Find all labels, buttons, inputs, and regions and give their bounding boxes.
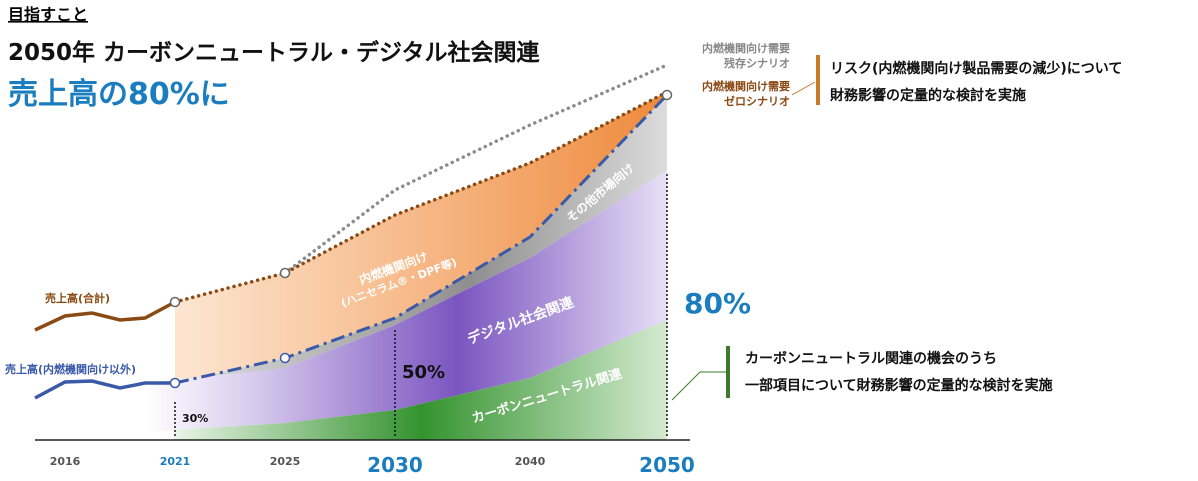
point: [661, 89, 673, 101]
year-label: 2025: [270, 455, 301, 468]
note: カーボンニュートラル関連の機会のうち: [745, 350, 997, 367]
areas: [145, 92, 667, 440]
area-carbon: [175, 320, 667, 440]
point: [279, 267, 291, 279]
area-digital: [145, 170, 667, 432]
title: 2050年 カーボンニュートラル・デジタル社会関連: [8, 39, 541, 66]
year-label: 2040: [515, 455, 546, 468]
point: [279, 352, 291, 364]
year-label: 2016: [50, 455, 81, 468]
scenario-label: 残存シナリオ: [724, 56, 790, 70]
point: [169, 296, 181, 308]
share-label: 80%: [684, 287, 751, 320]
share-label: 50%: [402, 362, 445, 383]
note-bar: [726, 346, 730, 398]
subtitle: 売上高の80%に: [8, 77, 230, 112]
note: リスク(内燃機関向け製品需要の減少)について: [830, 60, 1122, 77]
year-label: 2050: [639, 453, 695, 477]
area-ice: [175, 92, 667, 383]
connector: [671, 371, 726, 401]
line-label: 売上高(合計): [45, 291, 110, 305]
scenario-label: ゼロシナリオ: [724, 94, 790, 108]
note-bar: [816, 55, 820, 105]
line-total: [34, 300, 176, 332]
year-label: 2021: [160, 455, 191, 468]
note: 一部項目について財務影響の定量的な検討を実施: [745, 377, 1053, 394]
arrows: [174, 174, 668, 438]
line-label: 売上高(内燃機関向け以外): [5, 362, 136, 376]
connector: [791, 81, 816, 96]
year-label: 2030: [367, 453, 423, 477]
line-remain: [283, 63, 669, 275]
line-non-ice: [34, 379, 175, 400]
points: [169, 89, 673, 389]
point: [169, 377, 181, 389]
note: 財務影響の定量的な検討を実施: [829, 87, 1026, 104]
share-label: 30%: [182, 412, 208, 425]
scenario-label: 内燃機関向け需要: [702, 41, 790, 55]
header: 目指すこと: [8, 5, 88, 24]
scenario-label: 内燃機関向け需要: [702, 79, 790, 93]
line-zero: [173, 90, 669, 304]
line-non-ice-future: [174, 93, 669, 385]
